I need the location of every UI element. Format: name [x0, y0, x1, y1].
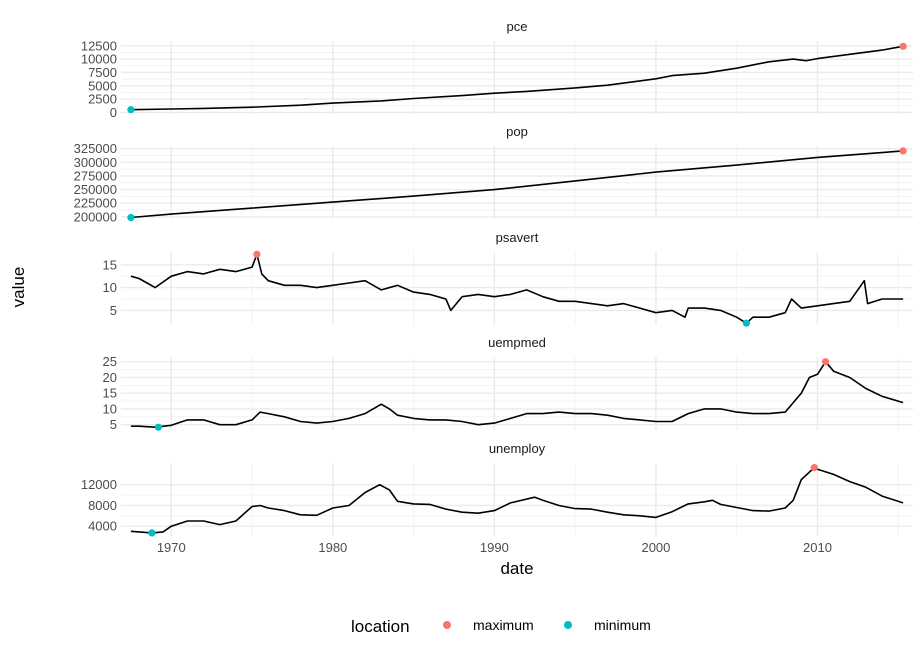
panel-strip-label: uempmed [488, 335, 546, 350]
y-tick-label: 200000 [74, 209, 117, 224]
legend-label-maximum: maximum [473, 617, 534, 633]
panel-strip-label: pop [506, 124, 528, 139]
y-tick-label: 300000 [74, 155, 117, 170]
x-tick-label: 2000 [641, 540, 670, 555]
y-tick-label: 2500 [88, 92, 117, 107]
y-tick-label: 15 [103, 386, 117, 401]
y-tick-label: 250000 [74, 182, 117, 197]
minimum-point [148, 529, 156, 537]
x-tick-label: 1990 [480, 540, 509, 555]
maximum-point [821, 358, 830, 366]
minimum-point [127, 106, 135, 114]
panel-strip-label: unemploy [489, 441, 546, 456]
legend-key-maximum [443, 621, 451, 629]
minimum-point [154, 423, 162, 431]
y-tick-label: 12000 [81, 477, 117, 492]
maximum-point [253, 250, 261, 258]
maximum-point [899, 42, 907, 50]
panel-strip-label: psavert [496, 230, 539, 245]
y-tick-label: 20 [103, 370, 117, 385]
legend-title: location [351, 617, 410, 636]
series-line-pop [130, 150, 904, 219]
y-tick-label: 275000 [74, 168, 117, 183]
series-line-unemploy [130, 466, 904, 534]
y-tick-label: 5000 [88, 78, 117, 93]
y-tick-label: 25 [103, 354, 117, 369]
y-tick-label: 4000 [88, 519, 117, 534]
y-tick-label: 12500 [81, 38, 117, 53]
minimum-point [742, 319, 750, 327]
y-tick-label: 10000 [81, 52, 117, 67]
y-tick-label: 225000 [74, 196, 117, 211]
x-tick-label: 2010 [803, 540, 832, 555]
y-tick-label: 8000 [88, 498, 117, 513]
series-line-uempmed [130, 360, 904, 428]
legend-key-minimum [564, 621, 572, 629]
x-tick-label: 1980 [318, 540, 347, 555]
y-tick-label: 7500 [88, 65, 117, 80]
y-tick-label: 5 [110, 417, 117, 432]
panel-strip-label: pce [507, 19, 528, 34]
y-tick-label: 5 [110, 303, 117, 318]
y-tick-label: 10 [103, 280, 117, 295]
y-axis-title: value [9, 267, 28, 308]
x-axis-title: date [500, 559, 533, 578]
maximum-point [899, 147, 907, 155]
maximum-point [810, 464, 818, 472]
minimum-point [127, 213, 135, 222]
y-tick-label: 0 [110, 105, 117, 120]
y-tick-label: 10 [103, 401, 117, 416]
x-tick-label: 1970 [157, 540, 186, 555]
y-tick-label: 325000 [74, 141, 117, 156]
y-tick-label: 15 [103, 257, 117, 272]
series-line-pce [130, 45, 904, 111]
series-line-psavert [130, 253, 904, 324]
legend-label-minimum: minimum [594, 617, 651, 633]
